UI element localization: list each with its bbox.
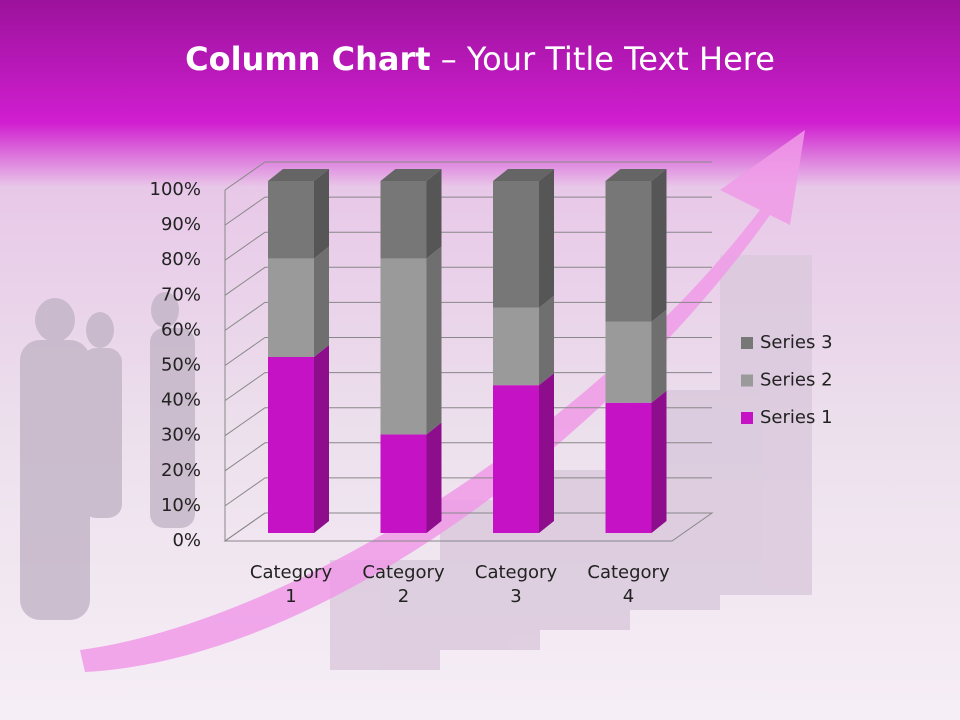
y-tick-label: 90% bbox=[161, 214, 201, 235]
bar-segment bbox=[268, 169, 329, 259]
bar-front bbox=[380, 434, 427, 533]
y-tick-label: 70% bbox=[161, 284, 201, 305]
legend-label: Series 3 bbox=[760, 332, 833, 353]
grid-line bbox=[224, 477, 712, 507]
bar-front bbox=[380, 258, 427, 435]
grid-line bbox=[224, 301, 712, 331]
bar-segment bbox=[493, 373, 554, 533]
y-tick-label: 40% bbox=[161, 390, 201, 411]
title-rest: – Your Title Text Here bbox=[440, 40, 775, 78]
grid-line bbox=[224, 442, 712, 472]
y-tick-label: 60% bbox=[161, 319, 201, 340]
bar-front bbox=[605, 321, 652, 403]
bar-side bbox=[651, 390, 667, 533]
grid-line bbox=[224, 407, 712, 437]
y-tick-label: 0% bbox=[172, 530, 201, 551]
bar-side bbox=[314, 169, 329, 259]
bar-segment bbox=[268, 246, 329, 357]
bar-side bbox=[426, 246, 442, 435]
bar-top bbox=[605, 169, 667, 181]
bar-front bbox=[605, 402, 652, 533]
grid-line bbox=[224, 512, 712, 542]
grid-line bbox=[224, 372, 712, 402]
grid-line bbox=[224, 161, 712, 191]
bar-front bbox=[268, 181, 314, 259]
bar-segment bbox=[268, 345, 329, 533]
bar-front bbox=[268, 258, 314, 357]
bar-segment bbox=[493, 295, 554, 386]
bar-top bbox=[493, 169, 554, 181]
title-bold: Column Chart bbox=[185, 40, 431, 78]
bar-front bbox=[380, 181, 427, 259]
bar-side bbox=[426, 169, 442, 259]
bar-side bbox=[539, 169, 554, 308]
grid-line bbox=[224, 196, 712, 226]
y-tick-label: 10% bbox=[161, 495, 201, 516]
title: Column Chart – Your Title Text Here bbox=[0, 40, 960, 78]
grid-line bbox=[224, 231, 712, 261]
bar-front bbox=[493, 385, 539, 533]
legend-swatch bbox=[741, 337, 753, 349]
legend-label: Series 1 bbox=[760, 407, 833, 428]
y-tick-label: 100% bbox=[150, 179, 201, 200]
bar-segment bbox=[605, 309, 667, 403]
bar-segment bbox=[380, 169, 442, 259]
x-tick-label: Category 4 bbox=[587, 562, 670, 607]
bar-front bbox=[268, 357, 314, 533]
bar-side bbox=[314, 246, 329, 357]
legend-swatch bbox=[741, 412, 753, 424]
legend-swatch bbox=[741, 374, 753, 387]
y-tick-label: 20% bbox=[161, 460, 201, 481]
bar-front bbox=[493, 181, 539, 308]
x-tick-label: Category 2 bbox=[362, 562, 445, 607]
legend-label: Series 2 bbox=[760, 370, 833, 391]
grid-line bbox=[224, 337, 712, 366]
bar-side bbox=[651, 309, 667, 403]
bar-segment bbox=[605, 169, 667, 322]
bar-segment bbox=[380, 422, 442, 533]
bar-top bbox=[268, 169, 329, 181]
bar-side bbox=[539, 373, 554, 533]
x-tick-label: Category 1 bbox=[249, 562, 333, 607]
grid-line bbox=[224, 266, 712, 296]
y-tick-label: 50% bbox=[161, 355, 201, 376]
bar-side bbox=[314, 345, 329, 533]
bar-front bbox=[493, 307, 539, 386]
bar-side bbox=[426, 422, 442, 533]
bar-segment bbox=[605, 390, 667, 533]
bar-side bbox=[651, 169, 667, 322]
bar-front bbox=[605, 181, 652, 322]
x-tick-label: Category 3 bbox=[474, 562, 558, 607]
bar-segment bbox=[380, 246, 442, 435]
bar-segment bbox=[493, 169, 554, 308]
y-tick-label: 30% bbox=[161, 425, 201, 446]
y-tick-label: 80% bbox=[161, 249, 201, 270]
bar-top bbox=[380, 169, 442, 181]
bar-side bbox=[539, 295, 554, 386]
